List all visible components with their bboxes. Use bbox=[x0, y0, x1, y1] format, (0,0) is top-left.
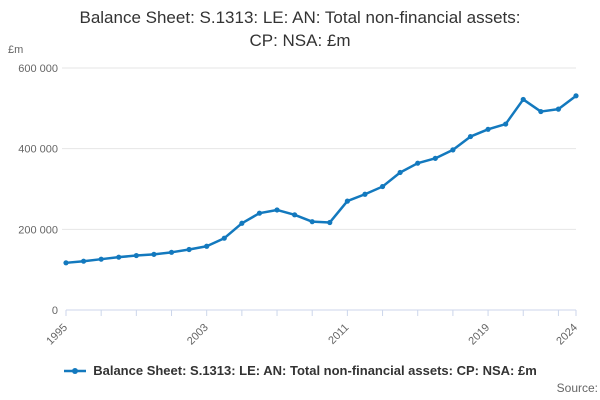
svg-text:600 000: 600 000 bbox=[18, 63, 58, 75]
chart-title-line2: CP: NSA: £m bbox=[249, 30, 351, 50]
svg-text:400 000: 400 000 bbox=[18, 144, 58, 156]
legend-series-marker-icon bbox=[64, 367, 87, 374]
svg-text:0: 0 bbox=[52, 305, 58, 317]
svg-text:1995: 1995 bbox=[44, 322, 70, 348]
chart-title-line1: Balance Sheet: S.1313: LE: AN: Total non… bbox=[79, 8, 521, 27]
svg-text:2003: 2003 bbox=[185, 322, 211, 348]
legend-series-label[interactable]: Balance Sheet: S.1313: LE: AN: Total non… bbox=[93, 363, 537, 378]
svg-text:200 000: 200 000 bbox=[18, 224, 58, 236]
chart-title: Balance Sheet: S.1313: LE: AN: Total non… bbox=[0, 7, 600, 53]
y-axis-title: £m bbox=[8, 44, 24, 56]
legend[interactable]: Balance Sheet: S.1313: LE: AN: Total non… bbox=[0, 363, 600, 378]
source-label: Source: bbox=[556, 381, 598, 395]
svg-text:2019: 2019 bbox=[466, 322, 492, 348]
line-chart-plot[interactable]: 0 200 000 400 000 600 000 1995 2003 2011 2019 20… bbox=[0, 50, 600, 360]
svg-text:2011: 2011 bbox=[326, 322, 351, 347]
svg-text:2024: 2024 bbox=[554, 322, 580, 348]
